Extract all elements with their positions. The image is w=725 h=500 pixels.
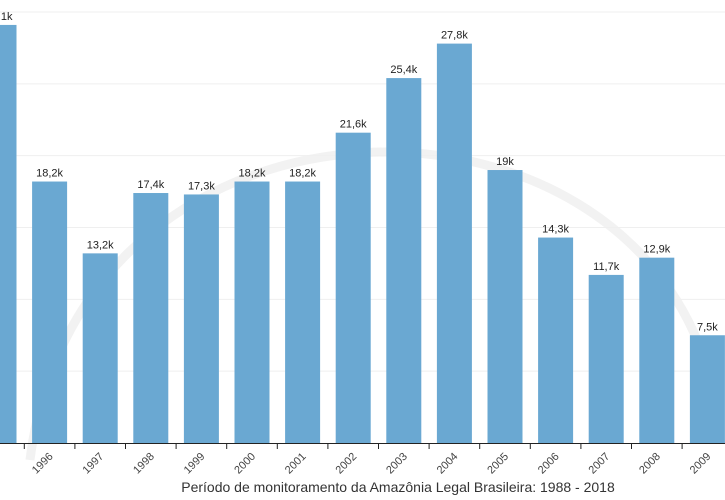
x-tick-label-2001: 2001 [283,451,309,477]
x-tick-label-2005: 2005 [485,451,511,477]
bar-2008 [639,257,675,443]
x-tick-label-1997: 1997 [81,451,107,477]
data-label-2000: 18,2k [239,168,266,180]
bar-2004 [436,43,472,444]
data-label-1996: 18,2k [36,168,63,180]
data-label-2008: 12,9k [643,244,670,256]
bars [0,24,725,444]
x-tick-label-2008: 2008 [637,451,663,477]
x-tick-label-2006: 2006 [536,451,562,477]
x-tick-labels: 1996 1997 1998 1999 2000 2001 2002 2003 2004 2005… [30,451,714,477]
data-label-2006: 14,3k [542,224,569,236]
bar-2001 [285,181,321,443]
bar-2006 [538,237,574,443]
x-tick-label-2002: 2002 [334,451,360,477]
bar-2003 [386,78,422,443]
data-label-1997: 13,2k [87,239,114,251]
bar-2009 [689,335,725,443]
bar-2005 [487,170,523,444]
data-label-2001: 18,2k [289,168,316,180]
x-tick-label-2009: 2009 [688,451,714,477]
bar-1996 [32,181,68,443]
bar-2007 [588,274,624,443]
x-tick-label-2003: 2003 [384,451,410,477]
data-label-2009: 7,5k [697,321,718,333]
x-axis-title: Período de monitoramento da Amazônia Leg… [181,479,615,495]
x-axis [0,443,725,449]
data-labels: 29,1k 18,2k 13,2k 17,4k 17,3k 18,2k 18,2k 21,6k… [0,11,718,333]
bar-1999 [183,194,219,443]
x-tick-label-1999: 1999 [182,451,208,477]
x-tick-label-2007: 2007 [587,451,613,477]
data-label-1995: 29,1k [0,11,13,23]
data-label-2002: 21,6k [340,119,367,131]
bar-2000 [234,181,270,443]
data-label-2004: 27,8k [441,30,468,42]
data-label-2007: 11,7k [593,261,620,273]
x-tick-label-2004: 2004 [435,451,461,477]
data-label-1998: 17,4k [137,179,164,191]
data-label-1999: 17,3k [188,180,215,192]
x-tick-label-1998: 1998 [131,451,157,477]
x-tick-label-2000: 2000 [232,451,258,477]
bar-1997 [82,253,118,443]
data-label-2005: 19k [496,156,514,168]
data-label-2003: 25,4k [390,64,417,76]
bar-1995 [0,24,17,444]
bar-2002 [335,132,371,443]
bar-1998 [133,193,169,443]
